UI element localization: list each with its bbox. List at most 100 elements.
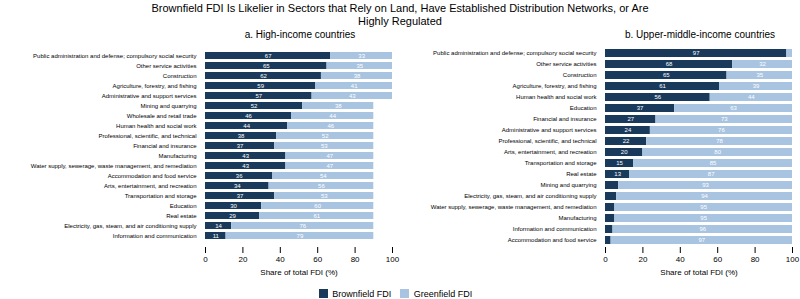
svg-text:Information and communication: Information and communication [113,233,197,239]
svg-text:Transportation and storage: Transportation and storage [525,160,597,166]
svg-text:Construction: Construction [563,72,597,78]
svg-text:54: 54 [320,173,327,179]
svg-text:Information and communication: Information and communication [513,226,597,232]
svg-text:0: 0 [603,255,608,264]
svg-text:43: 43 [349,93,356,99]
svg-text:20: 20 [621,149,628,155]
svg-text:Accommodation and food service: Accommodation and food service [508,237,597,243]
svg-text:Mining and quarrying: Mining and quarrying [540,182,596,188]
svg-text:63: 63 [730,105,737,111]
svg-text:76: 76 [718,127,725,133]
svg-text:Water supply, sewerage, waste: Water supply, sewerage, waste management… [31,163,197,169]
svg-text:Transportation and storage: Transportation and storage [125,193,197,199]
svg-text:97: 97 [698,237,705,243]
svg-text:95: 95 [700,204,707,210]
svg-text:Administrative and support ser: Administrative and support services [102,93,197,99]
svg-text:97: 97 [693,50,700,56]
svg-text:40: 40 [276,255,285,264]
svg-text:0: 0 [203,255,208,264]
svg-text:36: 36 [236,173,243,179]
svg-text:Manufacturing: Manufacturing [558,215,596,221]
svg-text:37: 37 [237,143,244,149]
svg-text:Administrative and support ser: Administrative and support services [502,127,597,133]
svg-text:Public administration and defe: Public administration and defense; compu… [433,50,596,56]
svg-text:Education: Education [170,203,197,209]
svg-text:100: 100 [786,255,800,264]
svg-text:61: 61 [313,213,320,219]
svg-text:43: 43 [242,163,249,169]
svg-text:Financial and insurance: Financial and insurance [133,143,197,149]
svg-text:41: 41 [351,83,358,89]
svg-text:38: 38 [335,103,342,109]
svg-text:Manufacturing: Manufacturing [158,153,196,159]
svg-text:85: 85 [710,160,717,166]
svg-text:Electricity, gas, steam, and a: Electricity, gas, steam, and air conditi… [64,223,196,229]
svg-text:35: 35 [756,72,763,78]
svg-text:44: 44 [329,113,336,119]
svg-text:80: 80 [751,255,760,264]
svg-text:Accommodation and food service: Accommodation and food service [108,173,197,179]
svg-text:Other service activities: Other service activities [536,61,596,67]
svg-text:20: 20 [638,255,647,264]
svg-text:24: 24 [625,127,632,133]
svg-text:Agriculture, forestry, and fis: Agriculture, forestry, and fishing [513,83,597,89]
svg-text:59: 59 [257,83,264,89]
svg-text:44: 44 [243,123,250,129]
svg-text:13: 13 [614,171,621,177]
svg-text:Arts, entertainment, and recre: Arts, entertainment, and recreation [504,149,596,155]
svg-text:40: 40 [676,255,685,264]
svg-text:94: 94 [701,193,708,199]
svg-text:29: 29 [229,213,236,219]
svg-text:Agriculture, forestry, and fis: Agriculture, forestry, and fishing [113,83,197,89]
svg-text:Share of total FDI (%): Share of total FDI (%) [660,268,738,277]
svg-text:57: 57 [255,93,262,99]
svg-text:Wholesale and retail trade: Wholesale and retail trade [127,113,197,119]
svg-text:46: 46 [327,123,334,129]
svg-text:30: 30 [230,203,237,209]
svg-text:Real estate: Real estate [566,171,597,177]
svg-text:32: 32 [759,61,766,67]
svg-text:Construction: Construction [163,73,197,79]
svg-text:46: 46 [245,113,252,119]
svg-text:35: 35 [356,63,363,69]
svg-text:47: 47 [327,163,334,169]
svg-text:87: 87 [708,171,715,177]
svg-text:Real estate: Real estate [166,213,197,219]
svg-text:73: 73 [721,116,728,122]
svg-text:Mining and quarrying: Mining and quarrying [140,103,196,109]
svg-text:Public administration and defe: Public administration and defense; compu… [33,53,196,59]
svg-text:37: 37 [237,193,244,199]
svg-text:11: 11 [213,233,220,239]
svg-text:Arts, entertainment, and recre: Arts, entertainment, and recreation [104,183,196,189]
svg-text:93: 93 [702,182,709,188]
svg-text:60: 60 [713,255,722,264]
svg-text:38: 38 [354,73,361,79]
svg-text:76: 76 [299,223,306,229]
svg-text:22: 22 [623,138,630,144]
svg-text:Human health and social work: Human health and social work [516,94,597,100]
svg-text:79: 79 [297,233,304,239]
svg-text:37: 37 [637,105,644,111]
svg-text:33: 33 [358,53,365,59]
svg-text:Water supply, sewerage, waste: Water supply, sewerage, waste management… [431,204,597,210]
svg-text:34: 34 [234,183,241,189]
svg-text:100: 100 [386,255,400,264]
svg-text:38: 38 [238,133,245,139]
svg-text:Professional, scientific, and: Professional, scientific, and technical [98,133,196,139]
svg-text:65: 65 [663,72,670,78]
svg-text:52: 52 [251,103,258,109]
svg-text:80: 80 [351,255,360,264]
svg-text:Other service activities: Other service activities [136,63,196,69]
svg-text:Electricity, gas, steam, and a: Electricity, gas, steam, and air conditi… [464,193,596,199]
svg-text:52: 52 [322,133,329,139]
svg-text:56: 56 [655,94,662,100]
svg-text:68: 68 [666,61,673,67]
svg-text:65: 65 [263,63,270,69]
svg-text:61: 61 [659,83,666,89]
svg-text:80: 80 [714,149,721,155]
svg-text:56: 56 [318,183,325,189]
svg-text:Financial and insurance: Financial and insurance [533,116,597,122]
svg-text:27: 27 [627,116,634,122]
svg-text:95: 95 [700,215,707,221]
svg-text:60: 60 [313,255,322,264]
